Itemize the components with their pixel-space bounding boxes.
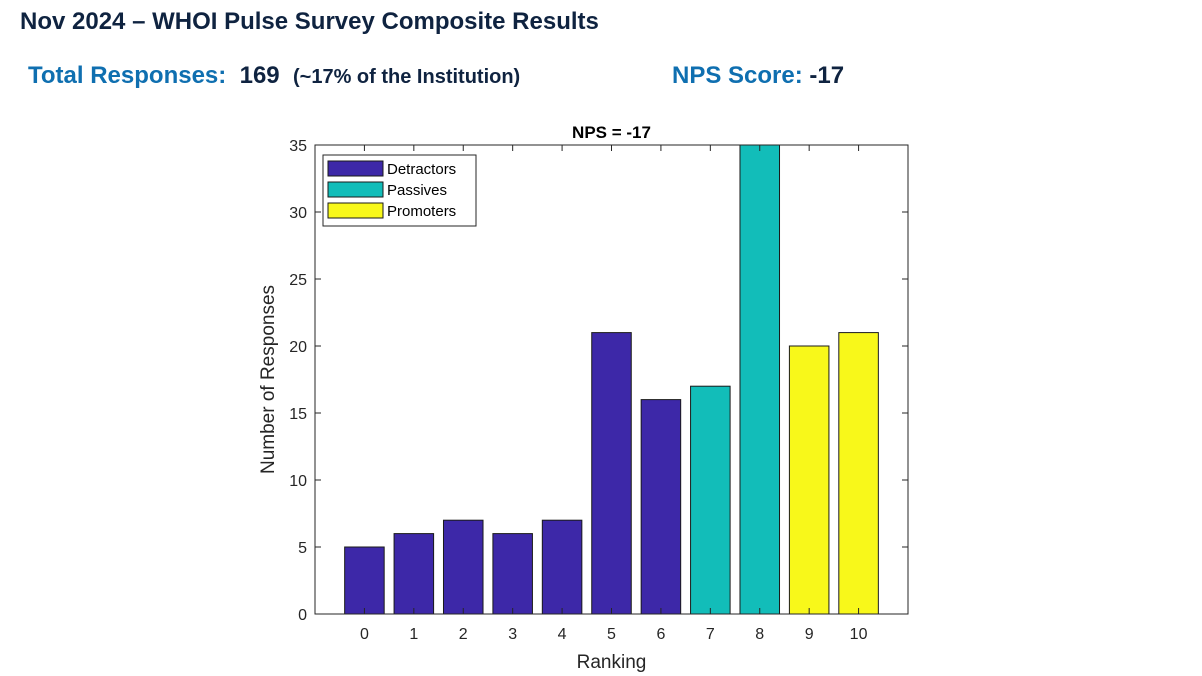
x-tick-label: 1 — [409, 626, 418, 643]
legend-swatch-passives — [327, 181, 384, 198]
bar-detractors-1 — [393, 533, 435, 615]
y-tick-label: 20 — [289, 339, 307, 356]
legend-swatch-promoters — [327, 202, 384, 219]
bar-detractors-2 — [442, 519, 484, 615]
x-tick-label: 7 — [706, 626, 715, 643]
total-responses-value: 169 — [239, 62, 280, 89]
x-axis-label: Ranking — [577, 652, 647, 673]
y-axis-label: Number of Responses — [258, 285, 279, 474]
y-tick-label: 35 — [289, 138, 307, 155]
total-responses: Total Responses: 169 (~17% of the Instit… — [28, 62, 520, 90]
legend-label-passives: Passives — [387, 182, 447, 199]
bar-passives-8 — [739, 144, 781, 615]
x-tick-label: 5 — [607, 626, 616, 643]
legend-swatch-detractors — [327, 160, 384, 177]
legend-label-detractors: Detractors — [387, 161, 456, 178]
x-tick-label: 9 — [805, 626, 814, 643]
x-tick-label: 4 — [558, 626, 567, 643]
y-tick-label: 25 — [289, 272, 307, 289]
bar-promoters-10 — [838, 332, 879, 615]
bar-detractors-5 — [591, 332, 632, 615]
nps-score-label: NPS Score: — [672, 62, 803, 89]
y-tick-label: 10 — [289, 473, 307, 490]
bar-passives-7 — [690, 385, 731, 615]
y-tick-label: 15 — [289, 406, 307, 423]
y-tick-label: 5 — [298, 540, 307, 557]
x-tick-label: 2 — [459, 626, 468, 643]
x-tick-label: 6 — [656, 626, 665, 643]
total-responses-label: Total Responses: — [28, 62, 227, 89]
nps-score-value: -17 — [809, 62, 845, 89]
bar-detractors-4 — [541, 519, 583, 615]
x-tick-label: 8 — [755, 626, 764, 643]
x-tick-label: 10 — [850, 626, 868, 643]
y-tick-label: 0 — [298, 607, 307, 624]
x-tick-label: 0 — [360, 626, 369, 643]
y-tick-label: 30 — [289, 205, 307, 222]
legend-label-promoters: Promoters — [387, 203, 456, 220]
chart-title: NPS = -17 — [572, 123, 651, 142]
slide-title: Nov 2024 – WHOI Pulse Survey Composite R… — [20, 8, 599, 35]
bar-detractors-0 — [344, 546, 385, 615]
total-responses-note: (~17% of the Institution) — [293, 66, 521, 88]
nps-bar-chart: 0 1 2 3 4 5 6 7 8 9 10 0 5 10 15 20 25 30 35 NPS = -17 Ranki… — [258, 123, 909, 673]
bar-detractors-3 — [492, 533, 533, 615]
x-tick-label: 3 — [508, 626, 517, 643]
nps-score: NPS Score: -17 — [672, 62, 844, 90]
bar-detractors-6 — [640, 399, 682, 615]
bar-promoters-9 — [788, 345, 830, 615]
